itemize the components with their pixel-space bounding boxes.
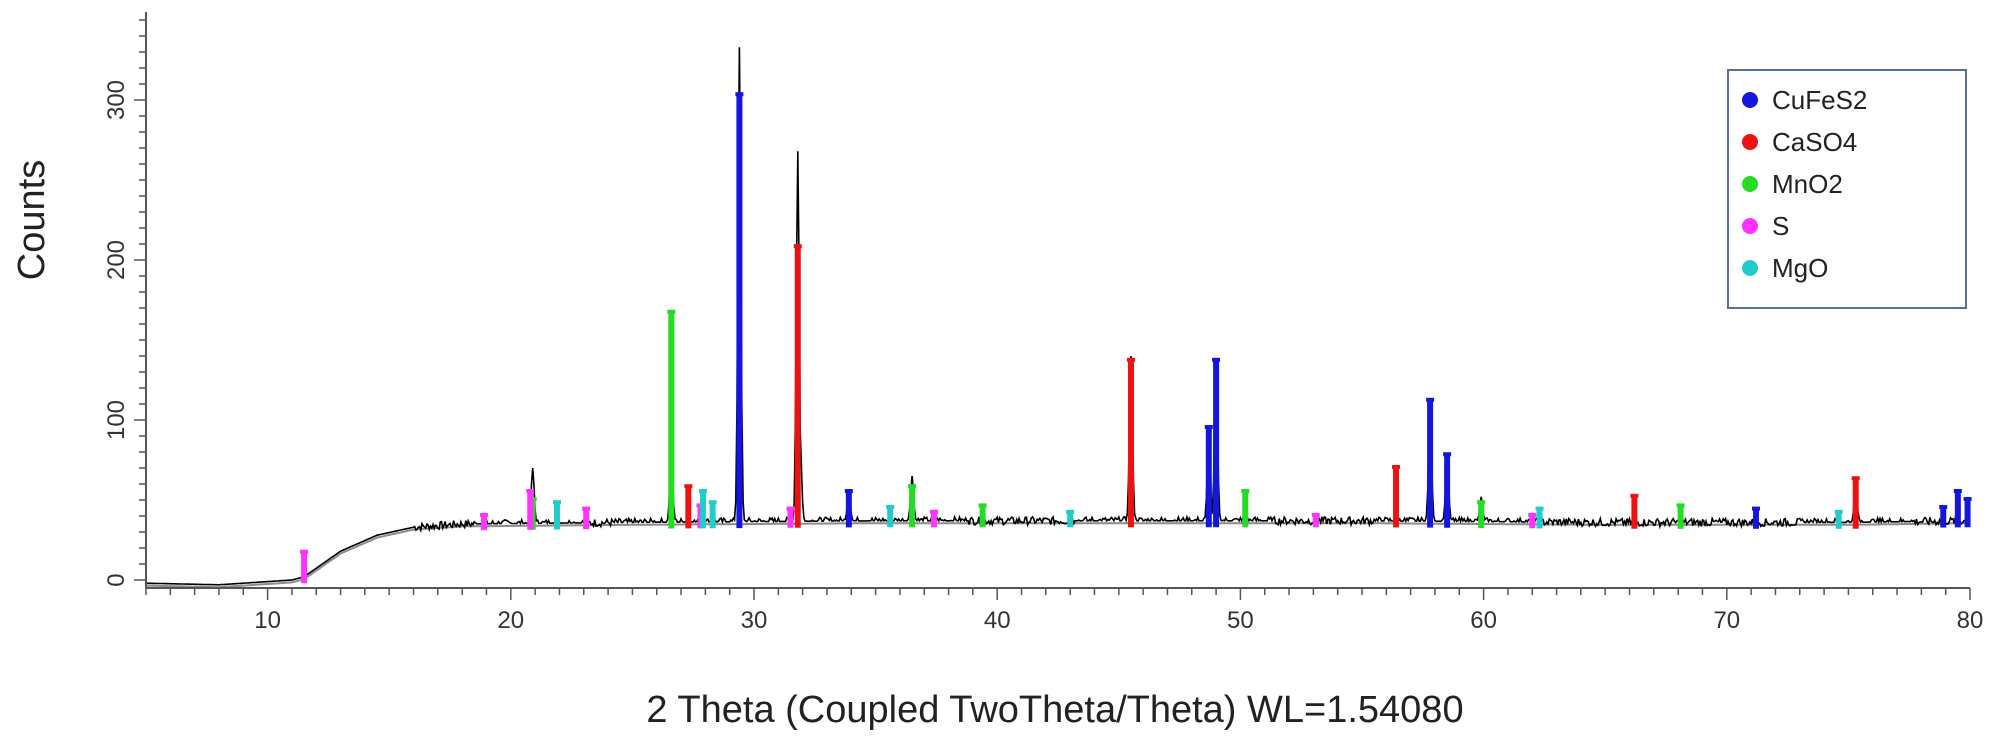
peak-cap-CuFeS2-8 [1953,489,1962,493]
legend-marker-S [1742,218,1758,234]
peak-cap-CaSO4-4 [1630,493,1639,498]
y-tick-label-100: 100 [103,400,130,440]
peak-cap-CuFeS2-3 [1212,357,1221,362]
x-tick-label-60: 60 [1470,607,1497,634]
peak-cap-MgO-4 [1066,509,1075,514]
x-tick-label-80: 80 [1957,607,1984,634]
x-tick-label-10: 10 [254,607,281,634]
peak-cap-CaSO4-5 [1851,476,1860,481]
legend-label-CaSO4: CaSO4 [1772,127,1857,157]
x-tick-label-30: 30 [741,607,768,634]
peak-cap-CuFeS2-7 [1939,505,1948,509]
peak-cap-S-2 [526,489,535,493]
peak-cap-S-1 [480,513,489,517]
legend-marker-CuFeS2 [1742,92,1758,108]
peak-cap-MnO2-1 [667,309,676,314]
peak-cap-S-5 [786,506,795,511]
peak-cap-S-0 [300,549,309,554]
x-axis-title: 2 Theta (Coupled TwoTheta/Theta) WL=1.54… [646,689,1463,731]
peak-cap-CuFeS2-1 [844,489,853,493]
peak-cap-MgO-5 [1535,506,1544,511]
y-axis-title: Counts [11,160,53,280]
peak-cap-S-6 [929,509,938,514]
x-tick-label-50: 50 [1227,607,1254,634]
peak-cap-MgO-0 [553,500,562,505]
legend-box [1727,69,1967,309]
x-tick-label-40: 40 [984,607,1011,634]
legend: CuFeS2 CaSO4 MnO2 S MgO [1727,69,1967,309]
peak-cap-MgO-6 [1834,509,1843,514]
legend-marker-CaSO4 [1742,134,1758,150]
peak-cap-CuFeS2-4 [1426,397,1435,402]
legend-label-CuFeS2: CuFeS2 [1772,85,1867,115]
axes: 10 20 30 40 50 60 70 80 0 100 200 300 [103,12,1983,634]
peak-cap-MnO2-5 [1477,500,1486,505]
background-fit-curve [145,522,1971,589]
peak-cap-CaSO4-2 [1126,357,1135,362]
legend-marker-MnO2 [1742,176,1758,192]
series-S [300,489,1537,584]
peak-cap-CaSO4-3 [1392,465,1401,469]
y-tick-label-200: 200 [103,240,130,280]
peak-cap-CuFeS2-6 [1751,506,1760,511]
peak-cap-S-8 [1528,513,1537,517]
peak-cap-MgO-2 [708,500,717,505]
peak-cap-CuFeS2-0 [735,92,744,97]
peak-cap-CaSO4-0 [684,484,693,489]
y-tick-label-0: 0 [103,573,130,586]
measured-pattern-line [146,47,1971,586]
x-tick-label-70: 70 [1713,607,1740,634]
series-MgO [553,489,1843,530]
legend-label-MnO2: MnO2 [1772,169,1843,199]
series-CaSO4 [684,244,1860,529]
peak-cap-CuFeS2-9 [1963,497,1972,501]
peak-cap-MnO2-4 [1241,489,1250,493]
legend-label-S: S [1772,211,1789,241]
peak-cap-MgO-1 [698,489,707,493]
plot-area [145,47,1972,589]
peak-cap-CuFeS2-5 [1443,452,1452,457]
x-tick-label-20: 20 [497,607,524,634]
peak-cap-CuFeS2-2 [1204,425,1213,429]
peak-cap-S-7 [1311,513,1320,517]
legend-marker-MgO [1742,260,1758,276]
peak-cap-CaSO4-1 [793,244,802,249]
legend-label-MgO: MgO [1772,253,1828,283]
peak-cap-MnO2-3 [978,503,987,508]
peak-cap-MnO2-6 [1676,503,1685,508]
peak-cap-S-3 [582,506,591,511]
y-tick-label-300: 300 [103,80,130,120]
peak-cap-MgO-3 [886,505,895,509]
series-CuFeS2 [735,92,1972,529]
peak-cap-MnO2-2 [908,484,917,489]
